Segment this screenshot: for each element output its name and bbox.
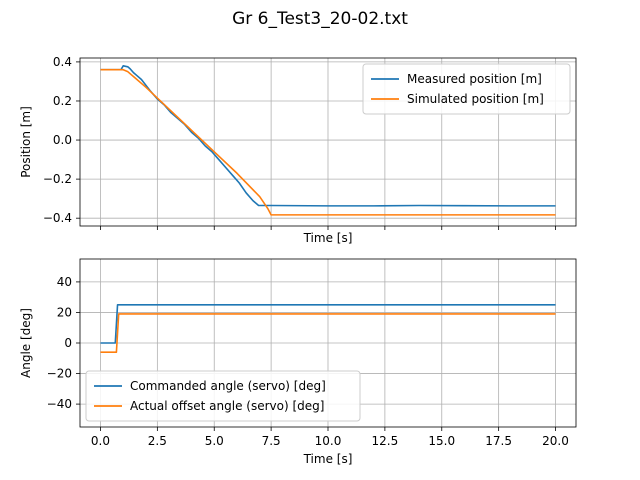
x-tick-label: 7.5	[262, 434, 281, 448]
series-line-1	[100, 68, 556, 216]
x-axis-label: Time [s]	[303, 452, 353, 466]
x-tick-label: 2.5	[148, 434, 167, 448]
y-tick-label: 0.2	[53, 94, 72, 108]
legend: Commanded angle (servo) [deg] Actual offs…	[85, 370, 361, 422]
y-tick-label: 0.4	[53, 55, 72, 69]
axes-frame	[79, 57, 577, 227]
figure-title: Gr 6_Test3_20-02.txt	[232, 9, 408, 29]
y-tick-label: 40	[57, 275, 72, 289]
y-axis-label: Position [m]	[19, 106, 33, 178]
angle-plot: 0.0 2.5 5.0 7.5 10.0 12.5 15.0 17.5 20.0 −40 −20 0 2…	[19, 258, 577, 466]
x-tick-label: 0.0	[91, 434, 110, 448]
legend-label: Simulated position [m]	[407, 92, 544, 106]
series-line-1	[100, 313, 556, 353]
x-tick-label: 15.0	[428, 434, 455, 448]
legend-box	[85, 370, 361, 422]
y-tick-label: 0	[64, 336, 72, 350]
legend-label: Commanded angle (servo) [deg]	[130, 379, 326, 393]
y-tick-label: −0.2	[43, 172, 72, 186]
y-tick-label: −20	[47, 367, 72, 381]
legend: Measured position [m] Simulated position …	[362, 63, 571, 115]
axes-frame	[79, 258, 577, 428]
legend-box	[362, 63, 571, 115]
x-tick-label: 5.0	[205, 434, 224, 448]
legend-label: Actual offset angle (servo) [deg]	[130, 399, 324, 413]
x-tick-label: 10.0	[315, 434, 342, 448]
y-tick-label: −0.4	[43, 211, 72, 225]
y-tick-label: 0.0	[53, 133, 72, 147]
y-axis-label: Angle [deg]	[19, 308, 33, 378]
x-tick-label: 12.5	[372, 434, 399, 448]
x-tick-label: 20.0	[542, 434, 569, 448]
y-tick-label: −40	[47, 397, 72, 411]
x-axis-label: Time [s]	[303, 231, 353, 245]
position-plot: −0.4 −0.2 0.0 0.2 0.4 Time [s] Position [m] Mea…	[19, 55, 577, 245]
legend-label: Measured position [m]	[407, 72, 542, 86]
series-line-0	[100, 304, 556, 344]
series-line-0	[100, 65, 556, 207]
y-tick-label: 20	[57, 305, 72, 319]
x-tick-label: 17.5	[485, 434, 512, 448]
